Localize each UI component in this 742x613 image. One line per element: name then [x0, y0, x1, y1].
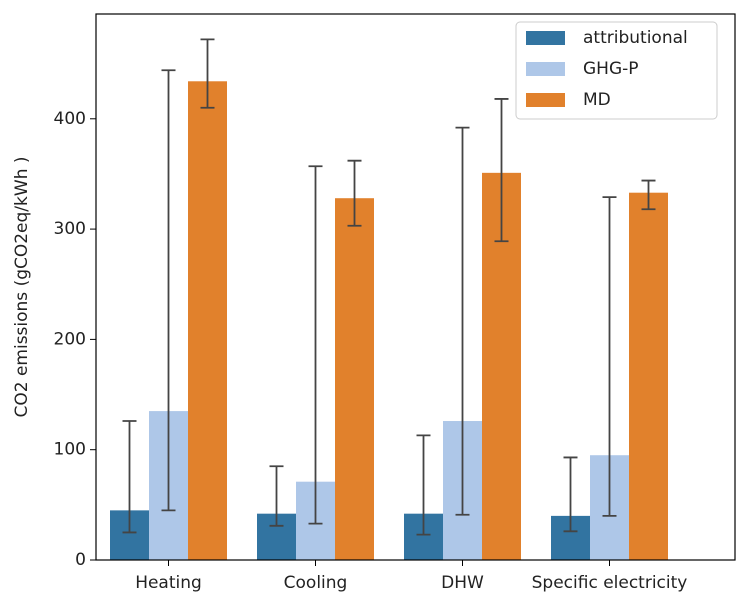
legend-label: attributional — [583, 28, 688, 48]
y-tick-label: 100 — [54, 440, 86, 460]
error-bar — [563, 456, 578, 533]
error-bar — [602, 196, 617, 517]
legend-swatch — [526, 93, 565, 107]
bar — [629, 192, 668, 560]
legend-label: MD — [583, 90, 611, 110]
error-bar — [455, 126, 470, 516]
x-tick-label: DHW — [441, 573, 484, 593]
legend-label: GHG-P — [583, 59, 639, 79]
y-axis-label: CO2 emissions (gCO2eq/kWh ) — [12, 156, 32, 417]
error-bar — [200, 38, 215, 109]
error-bar — [269, 465, 284, 527]
error-bar — [161, 69, 176, 512]
legend-swatch — [526, 31, 565, 45]
y-tick-label: 0 — [75, 550, 86, 570]
error-bar — [416, 434, 431, 536]
error-bar — [494, 98, 509, 243]
y-tick-label: 200 — [54, 329, 86, 349]
bar — [335, 198, 374, 560]
y-tick-label: 400 — [54, 109, 86, 129]
legend-swatch — [526, 62, 565, 76]
legend-box — [515, 21, 718, 120]
x-tick-label: Specific electricity — [532, 573, 688, 593]
error-bar — [308, 165, 323, 525]
bar — [188, 81, 227, 560]
plot-frame — [95, 13, 736, 561]
x-tick-label: Cooling — [284, 573, 348, 593]
error-bar — [122, 420, 137, 534]
y-tick-label: 300 — [54, 219, 86, 239]
x-tick-label: Heating — [135, 573, 202, 593]
error-bar — [641, 179, 656, 211]
error-bar — [347, 159, 362, 227]
